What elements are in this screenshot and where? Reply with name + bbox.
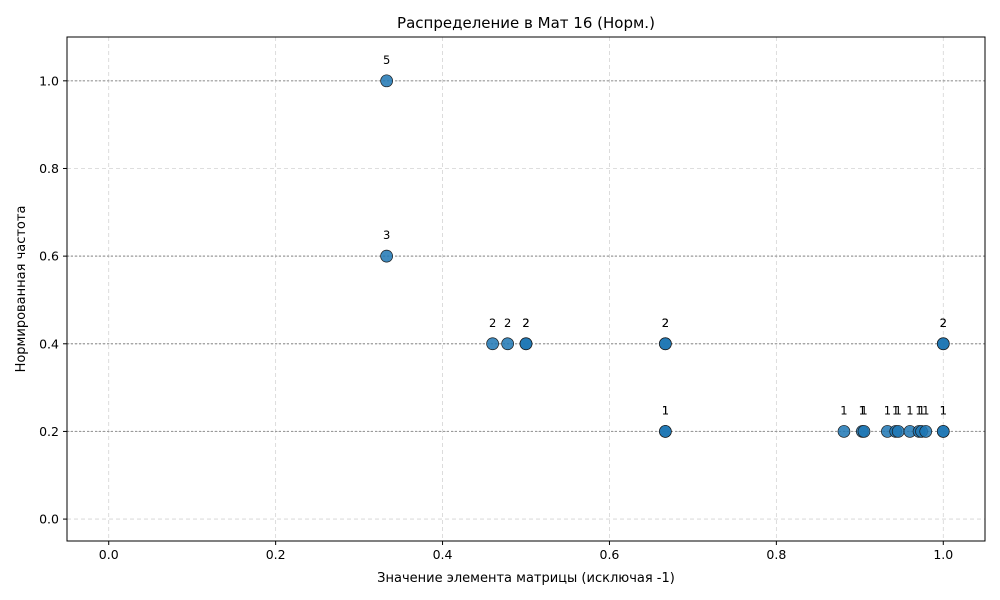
- point-count-label: 2: [489, 316, 496, 330]
- chart-title: Распределение в Мат 16 (Норм.): [397, 14, 655, 32]
- data-point: [659, 337, 672, 351]
- data-point: [380, 74, 393, 88]
- data-point: [519, 337, 533, 351]
- point-count-label: 1: [940, 403, 947, 417]
- y-axis-label: Нормированная частота: [14, 206, 29, 373]
- point-count-label: 1: [840, 403, 847, 417]
- point-count-label: 1: [860, 403, 867, 417]
- point-count-label: 1: [940, 403, 947, 417]
- point-count-label: 1: [922, 403, 929, 417]
- data-points: [380, 74, 950, 438]
- grid-layer: [67, 37, 985, 541]
- point-count-label: 1: [662, 403, 669, 417]
- data-point: [857, 425, 871, 438]
- data-point: [501, 337, 514, 351]
- axis-ticks: 0.0 0.2 0.4 0.6 0.8 1.0 0.0 0.2 0.4 0.6 0.8 1.0: [39, 73, 953, 562]
- y-tick-label: 0.8: [39, 161, 59, 176]
- reference-lines: [67, 80, 985, 433]
- point-count-label: 1: [906, 403, 913, 417]
- x-tick-label: 0.4: [433, 547, 453, 562]
- point-count-label: 5: [383, 53, 390, 67]
- point-count-label: 1: [884, 403, 891, 417]
- point-count-label: 1: [915, 403, 922, 417]
- data-point: [837, 425, 851, 438]
- x-tick-label: 0.0: [99, 547, 119, 562]
- y-tick-label: 0.2: [39, 424, 59, 439]
- point-count-label: 2: [662, 316, 669, 330]
- x-tick-label: 0.6: [600, 547, 620, 562]
- x-tick-label: 0.8: [766, 547, 786, 562]
- x-axis-label: Значение элемента матрицы (исключая -1): [377, 571, 675, 586]
- point-count-label: 1: [662, 403, 669, 417]
- data-point: [891, 425, 905, 438]
- point-count-label: 2: [522, 316, 529, 330]
- x-tick-label: 1.0: [933, 547, 953, 562]
- point-count-label: 1: [892, 403, 899, 417]
- point-count-label: 2: [522, 316, 529, 330]
- y-tick-label: 0.0: [39, 512, 59, 527]
- x-tick-label: 0.2: [266, 547, 286, 562]
- point-count-label: 2: [662, 316, 669, 330]
- y-tick-label: 0.4: [39, 336, 59, 351]
- point-count-label: 2: [940, 316, 947, 330]
- plot-frame: [66, 36, 986, 542]
- data-point: [380, 249, 393, 263]
- data-point: [659, 425, 672, 438]
- point-count-label: 2: [504, 316, 511, 330]
- point-count-label: 3: [383, 228, 390, 242]
- data-point: [936, 425, 950, 438]
- point-count-label: 1: [859, 403, 866, 417]
- y-tick-label: 1.0: [39, 73, 59, 88]
- data-point: [486, 337, 499, 351]
- data-point: [936, 337, 950, 351]
- data-point: [919, 425, 933, 438]
- point-count-label: 2: [940, 316, 947, 330]
- y-tick-label: 0.6: [39, 249, 59, 264]
- point-count-label: 1: [895, 403, 902, 417]
- point-count-label: 1: [918, 403, 925, 417]
